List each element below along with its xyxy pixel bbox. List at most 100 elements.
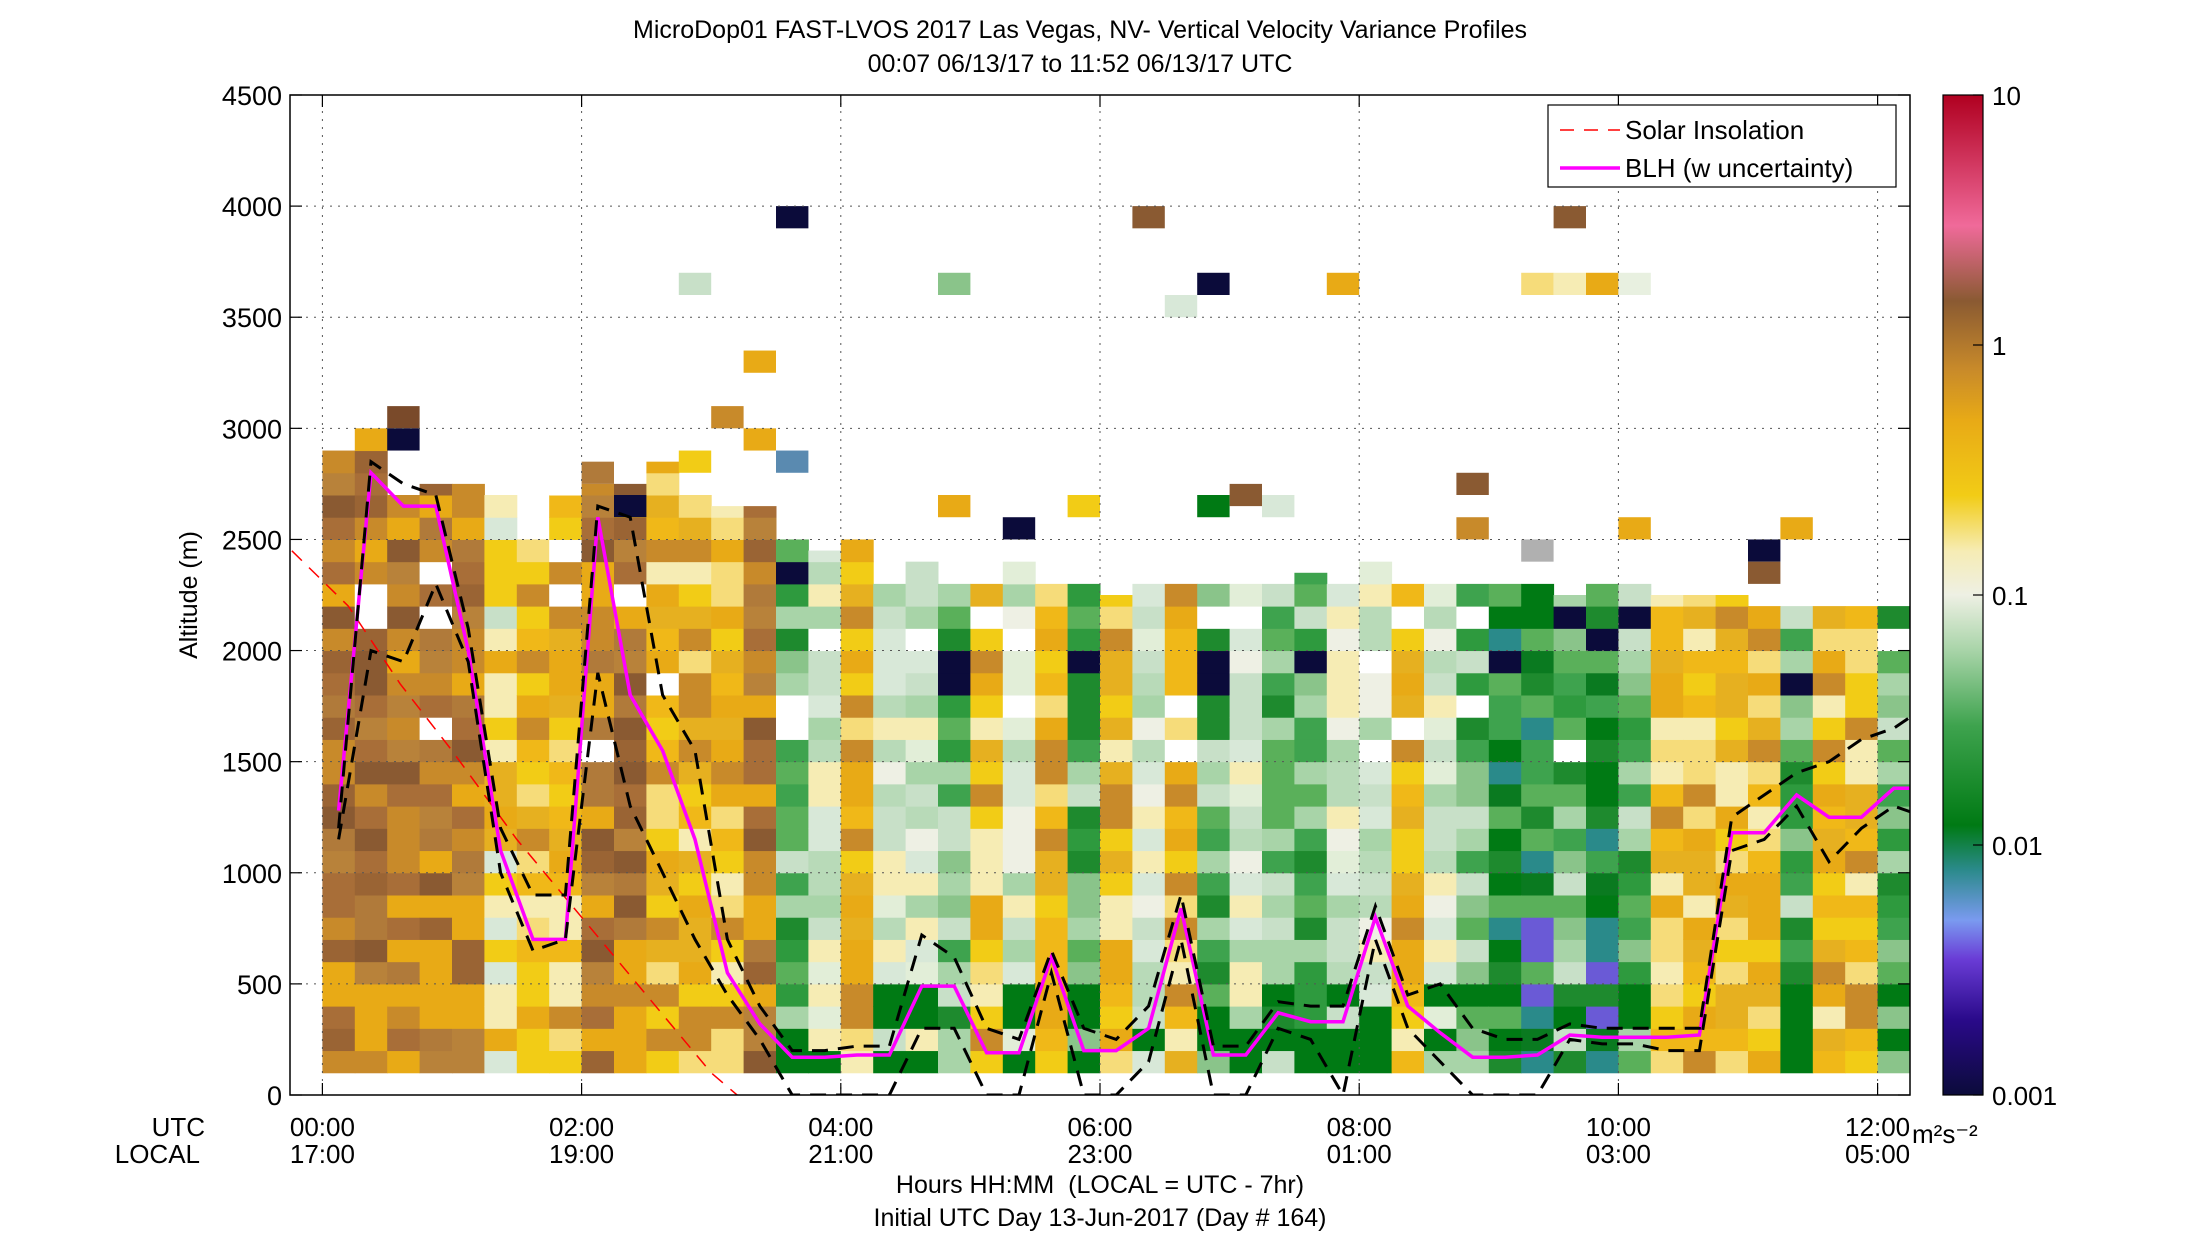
heatmap-cell [1845,961,1879,985]
heatmap-cell [776,850,809,874]
heatmap-cell [1132,206,1165,229]
heatmap-cell [322,1050,356,1074]
heatmap-cell [1197,695,1231,718]
heatmap-cell [1683,895,1717,918]
heatmap-cell [1553,739,1587,763]
heatmap-cell [711,406,744,429]
heatmap-cell [516,806,550,829]
heatmap-cell [646,561,680,585]
heatmap-cell [1780,650,1814,674]
heatmap-cell [516,672,550,696]
x-tick-label-local: 17:00 [290,1139,355,1169]
heatmap-cell [1391,783,1425,807]
heatmap-cell [1359,850,1393,874]
heatmap-cell [1780,850,1814,874]
heatmap-cell [1132,739,1166,763]
heatmap-cell [1035,783,1069,807]
heatmap-cell [322,850,356,874]
heatmap-cell [1035,628,1069,652]
heatmap-cell [678,495,712,518]
heatmap-cell [1748,939,1781,963]
heatmap-cell [1812,783,1846,807]
heatmap-cell [743,428,776,451]
heatmap-cell [1164,828,1198,852]
heatmap-cell [840,717,874,740]
heatmap-cell [1910,939,1943,962]
heatmap-cell [711,983,745,1007]
heatmap-cell [1845,628,1879,652]
heatmap-cell [1035,850,1069,874]
heatmap-cell [1262,717,1295,740]
heatmap-cell [1780,961,1814,985]
heatmap-cell [873,872,907,896]
heatmap-cell [1067,739,1101,763]
heatmap-cell [1715,1050,1749,1074]
heatmap-cell [905,606,939,629]
heatmap-cell [1359,672,1393,696]
heatmap-cell [516,850,550,874]
heatmap-cell [549,939,583,963]
heatmap-cell [938,761,971,785]
heatmap-cell [776,695,809,718]
heatmap-cell [1326,583,1360,607]
heatmap-cell [516,650,550,674]
heatmap-cell [1683,761,1717,785]
heatmap-cell [1067,672,1101,696]
heatmap-cell [808,583,842,607]
heatmap-cell [1586,939,1619,963]
heatmap-cell [1294,739,1328,763]
heatmap-cell [354,761,388,785]
heatmap-cell [1294,583,1328,607]
heatmap-cell [678,1006,712,1029]
heatmap-cell [614,806,647,829]
heatmap-cell [1100,672,1133,696]
heatmap-cell [1521,783,1555,807]
heatmap-cell [1294,895,1328,918]
heatmap-cell [419,895,453,918]
heatmap-cell [1618,606,1652,629]
heatmap-cell [840,895,874,918]
heatmap-cell [419,1050,453,1074]
heatmap-cell [1521,939,1555,963]
heatmap-cell [1424,606,1457,629]
heatmap-cell [1229,806,1263,829]
heatmap-cell [1132,628,1166,652]
heatmap-cell [1197,717,1231,740]
heatmap-cell [1910,984,1943,1007]
heatmap-cell [1586,961,1619,985]
heatmap-cell [1035,761,1069,785]
heatmap-cell [1780,939,1814,963]
heatmap-cell [1910,1006,1943,1029]
heatmap-cell [1391,695,1425,718]
heatmap-cell [1683,939,1717,963]
heatmap-cell [1035,672,1069,696]
heatmap-cell [1715,628,1749,652]
heatmap-cell [1845,650,1879,674]
heatmap-cell [1456,695,1490,718]
heatmap-cell [1618,672,1652,696]
heatmap-cell [1553,850,1587,874]
heatmap-cell [1326,850,1360,874]
heatmap-cell [1359,739,1393,763]
heatmap-cell [938,583,971,607]
heatmap-cell [840,828,874,852]
heatmap-cell [776,872,809,896]
heatmap-cell [1683,1006,1717,1029]
heatmap-cell [970,895,1004,918]
heatmap-cell [549,717,583,740]
heatmap-cell [1553,783,1587,807]
x-axis-label-day: Initial UTC Day 13-Jun-2017 (Day # 164) [874,1204,1327,1232]
heatmap-cell [354,517,388,540]
heatmap-cell [1812,828,1846,852]
heatmap-cell [776,961,809,985]
heatmap-cell [419,695,453,718]
heatmap-cell [581,983,615,1007]
heatmap-cell [1035,717,1069,740]
heatmap-cell [1910,739,1943,762]
heatmap-cell [387,872,421,896]
y-tick-label: 1500 [222,748,282,778]
heatmap-cell [581,483,615,496]
heatmap-cell [1002,961,1036,985]
heatmap-cell [452,806,485,829]
heatmap-cell [873,828,907,852]
